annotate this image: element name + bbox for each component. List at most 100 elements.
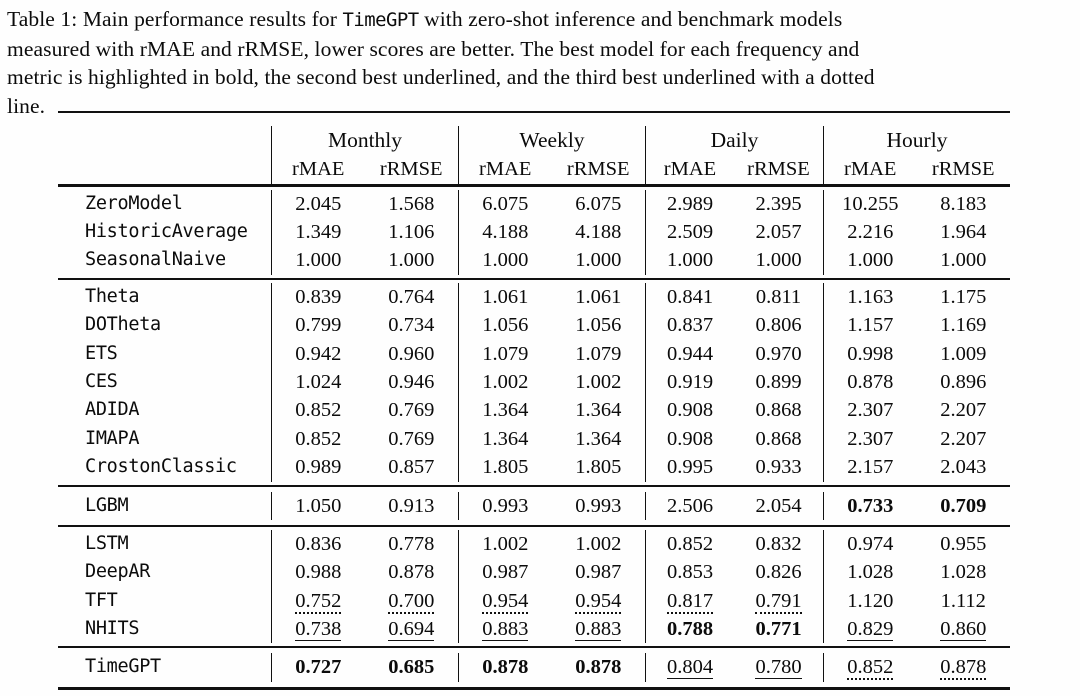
metric-value: 1.002 — [482, 532, 529, 555]
metric-value-cell: 0.857 — [365, 453, 459, 481]
metric-value-cell: 1.000 — [458, 246, 552, 275]
metric-value-cell: 0.942 — [271, 339, 365, 368]
metric-value-cell: 0.804 — [645, 653, 734, 682]
metric-value-cell: 1.364 — [552, 396, 646, 424]
metric-value-cell: 1.024 — [271, 367, 365, 397]
metric-value: 0.788 — [666, 618, 714, 641]
metric-value-cell: 0.769 — [365, 396, 459, 424]
metric-value-cell: 0.841 — [645, 282, 734, 312]
metric-value-cell: 2.054 — [734, 492, 823, 520]
table-row-group: TimeGPT 0.727 0.685 0.878 0.878 0.804 0.780 0.8… — [58, 648, 1010, 686]
metric-value-cell: 0.998 — [823, 339, 917, 368]
metric-value-cell: 1.364 — [552, 425, 646, 453]
metric-value: 0.780 — [755, 656, 802, 680]
metric-value: 0.771 — [755, 618, 802, 641]
metric-value: 0.804 — [666, 656, 714, 680]
metric-value: 1.364 — [482, 427, 529, 450]
header-rule — [58, 184, 1010, 187]
metric-value: 0.955 — [940, 532, 987, 555]
metric-value-cell: 2.045 — [271, 189, 365, 218]
metric-value-cell: 1.000 — [823, 246, 917, 275]
metric-value-cell: 2.509 — [645, 217, 734, 247]
metric-value-cell: 2.057 — [734, 218, 823, 246]
metric-value-cell: 0.987 — [552, 558, 646, 586]
metric-value: 0.919 — [666, 370, 714, 393]
metric-value-cell: 0.829 — [823, 615, 917, 644]
metric-value: 0.878 — [847, 370, 894, 393]
metric-value-cell: 0.764 — [365, 283, 459, 311]
metric-value: 0.954 — [575, 589, 622, 614]
metric-value-cell: 0.852 — [271, 424, 365, 454]
metric-value-cell: 0.709 — [917, 492, 1011, 520]
table-header: Monthly Weekly Daily Hourly rMAE rRMSE rMAE rRM… — [58, 113, 1010, 184]
metric-value-cell: 0.771 — [734, 615, 823, 643]
metric-value-cell: 1.002 — [458, 529, 552, 559]
header-group-row: Monthly Weekly Daily Hourly — [58, 126, 1010, 155]
metric-value-cell: 0.860 — [917, 615, 1011, 643]
metric-value: 1.805 — [575, 456, 622, 479]
metric-value-cell: 0.811 — [734, 283, 823, 311]
metric-value: 0.852 — [847, 656, 894, 681]
metric-value-cell: 1.163 — [823, 282, 917, 312]
metric-value: 1.028 — [847, 561, 894, 584]
model-name-cell: NHITS — [85, 618, 140, 640]
header-metric-row: rMAE rRMSE rMAE rRMSE rMAE rRMSE rMAE rRMSE — [58, 155, 1010, 184]
metric-value-cell: 2.157 — [823, 453, 917, 482]
metric-value: 0.896 — [940, 370, 987, 393]
metric-value-cell: 0.919 — [645, 367, 734, 397]
metric-value-cell: 1.000 — [552, 246, 646, 274]
model-name-cell: HistoricAverage — [85, 220, 248, 242]
metric-value: 1.024 — [295, 370, 342, 393]
metric-value: 0.988 — [295, 561, 342, 584]
metric-value-cell: 0.878 — [552, 653, 646, 681]
metric-value: 2.054 — [755, 494, 802, 517]
metric-value-cell: 0.826 — [734, 558, 823, 586]
metric-value: 1.009 — [940, 342, 987, 365]
col-group-header: Hourly — [823, 126, 1010, 155]
metric-value: 10.255 — [842, 192, 899, 215]
metric-value: 1.056 — [482, 314, 529, 337]
metric-value: 0.974 — [847, 532, 894, 555]
metric-value: 0.811 — [755, 285, 802, 308]
metric-header: rMAE — [645, 155, 734, 184]
caption-line: measured with rMAE and rRMSE, lower scor… — [7, 35, 1075, 64]
metric-value: 2.395 — [755, 192, 802, 215]
metric-value: 1.000 — [940, 249, 987, 272]
metric-value: 0.806 — [755, 314, 802, 337]
metric-value: 0.998 — [847, 342, 894, 365]
metric-value: 2.057 — [755, 220, 802, 243]
model-name-cell: DOTheta — [85, 314, 161, 336]
metric-value-cell: 0.733 — [823, 491, 917, 520]
metric-value-cell: 0.933 — [734, 453, 823, 481]
table-row-group: LGBM 1.050 0.913 0.993 0.993 2.506 2.054 0.733 0… — [58, 487, 1010, 525]
metric-value: 0.908 — [666, 427, 714, 450]
metric-value-cell: 0.778 — [365, 530, 459, 558]
metric-value: 0.960 — [388, 342, 435, 365]
metric-value-cell: 1.000 — [365, 246, 459, 274]
metric-value-cell: 8.183 — [917, 190, 1011, 218]
metric-value-cell: 1.061 — [458, 282, 552, 312]
metric-value: 0.829 — [847, 618, 894, 642]
metric-value: 2.506 — [666, 494, 714, 517]
metric-value: 0.799 — [295, 314, 342, 337]
metric-value: 0.764 — [388, 285, 435, 308]
metric-value-cell: 1.169 — [917, 311, 1011, 339]
metric-value: 0.837 — [666, 314, 714, 337]
metric-value: 1.002 — [575, 370, 622, 393]
metric-value: 0.852 — [295, 399, 342, 422]
metric-header: rRMSE — [931, 158, 995, 180]
metric-value-cell: 1.805 — [458, 453, 552, 482]
model-name-cell: CrostonClassic — [85, 456, 237, 478]
metric-value-cell: 0.908 — [645, 424, 734, 454]
metric-header: rRMSE — [566, 158, 630, 180]
metric-value: 0.738 — [295, 618, 342, 642]
metric-value: 4.188 — [575, 220, 622, 243]
metric-value-cell: 2.307 — [823, 424, 917, 454]
metric-value-cell: 1.028 — [823, 558, 917, 587]
metric-value-cell: 0.853 — [645, 558, 734, 587]
metric-value: 1.805 — [482, 456, 529, 479]
metric-value: 1.120 — [847, 589, 894, 612]
metric-value-cell: 1.056 — [458, 311, 552, 340]
metric-value: 2.307 — [847, 399, 894, 422]
